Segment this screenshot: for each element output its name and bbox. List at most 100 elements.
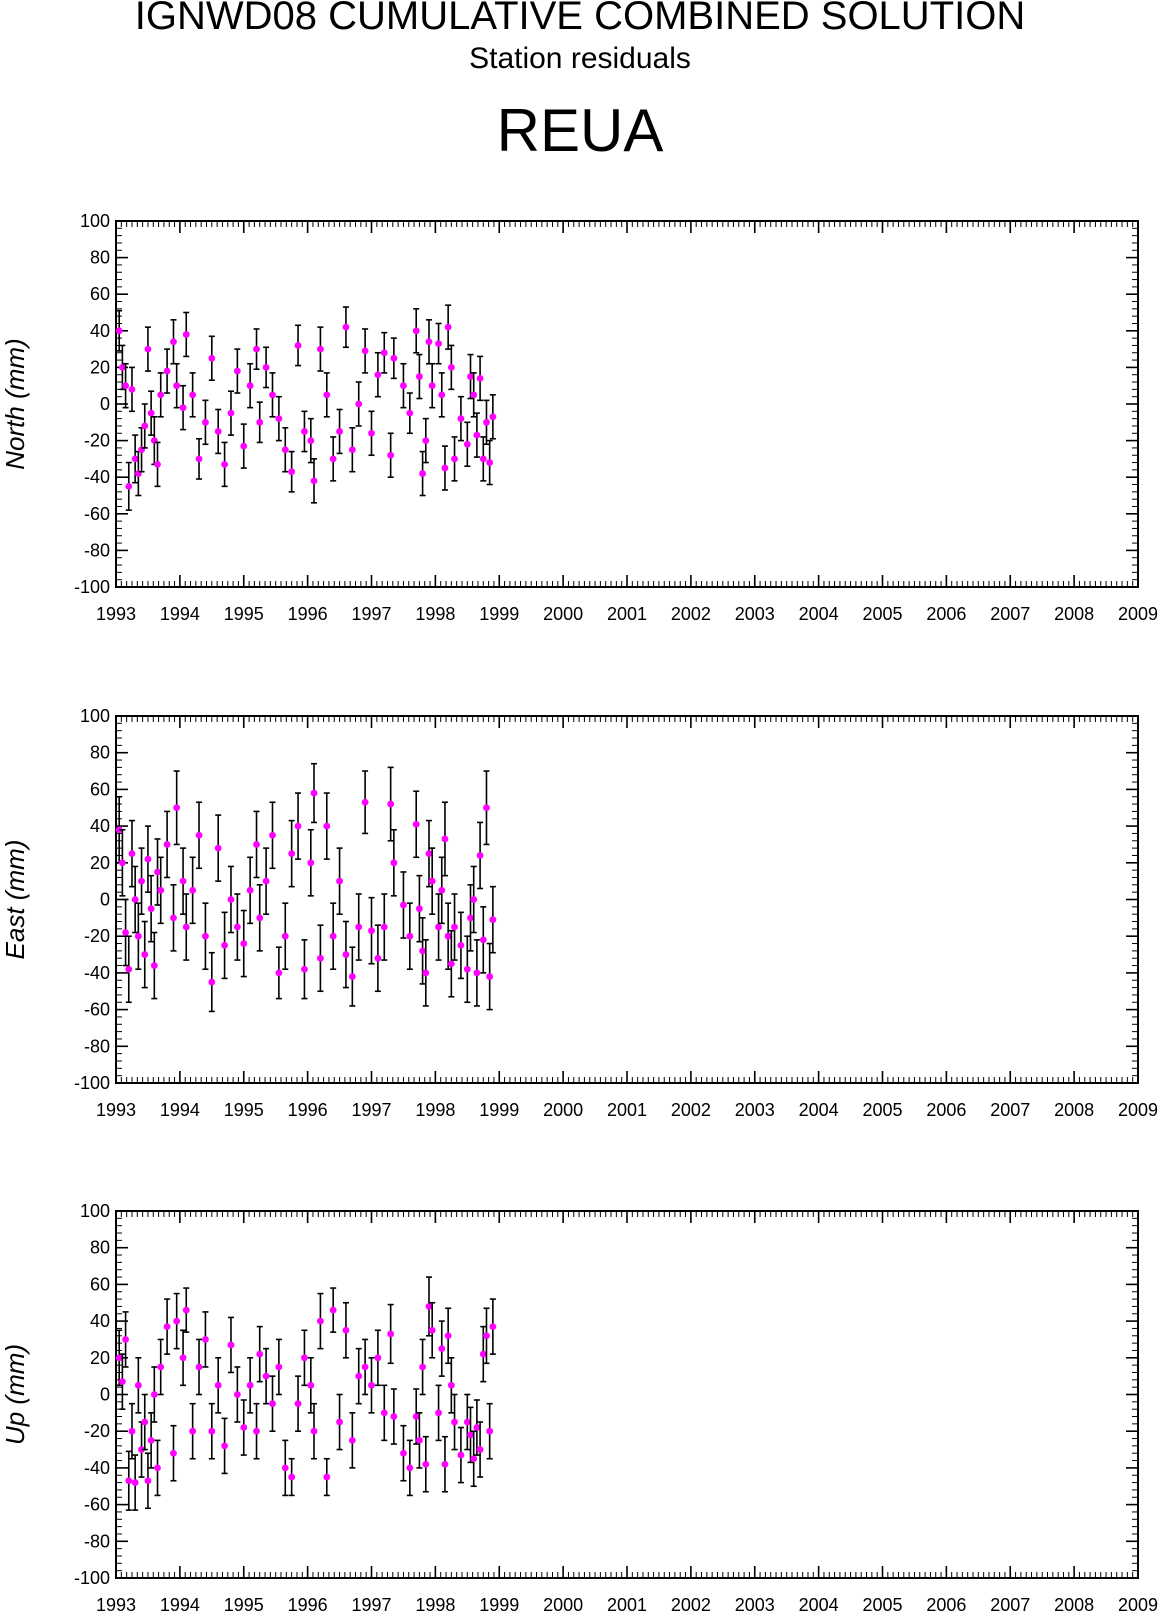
x-tick-label: 2005: [862, 604, 902, 624]
data-point: [138, 847, 145, 915]
data-point: [489, 1298, 497, 1355]
point-marker: [435, 1409, 442, 1417]
data-point: [422, 939, 430, 1007]
x-tick-label: 2009: [1118, 1595, 1158, 1615]
x-tick-label: 2001: [607, 1595, 647, 1615]
point-marker: [173, 804, 181, 812]
point-marker: [233, 367, 241, 375]
point-marker: [425, 338, 433, 346]
x-tick-label: 2000: [543, 604, 583, 624]
point-marker: [476, 374, 484, 382]
point-marker: [416, 905, 423, 913]
data-point: [170, 319, 177, 365]
point-marker: [483, 804, 490, 812]
data-point: [374, 924, 382, 993]
point-marker: [463, 440, 471, 448]
x-tick-label: 2001: [607, 604, 647, 624]
data-point: [202, 399, 209, 446]
y-tick-label: 0: [100, 890, 110, 910]
data-point: [470, 865, 478, 934]
data-point: [150, 931, 158, 1000]
y-tick-label: 20: [90, 1348, 110, 1368]
point-marker: [486, 1427, 494, 1435]
data-point: [275, 395, 283, 442]
data-point: [281, 902, 289, 971]
point-marker: [256, 914, 264, 922]
point-marker: [425, 850, 433, 858]
data-point: [233, 348, 241, 394]
data-point: [400, 1424, 407, 1482]
point-marker: [141, 422, 149, 430]
data-point: [221, 1417, 228, 1475]
point-marker: [246, 1381, 254, 1389]
point-marker: [195, 1363, 203, 1371]
x-tick-label: 2000: [543, 1100, 583, 1120]
point-marker: [486, 459, 494, 466]
point-marker: [227, 896, 235, 903]
point-marker: [422, 1460, 430, 1468]
data-point: [419, 1338, 426, 1396]
point-marker: [154, 868, 161, 876]
point-marker: [447, 364, 455, 371]
x-tick-label: 1998: [415, 1595, 455, 1615]
point-marker: [163, 841, 171, 848]
point-marker: [467, 373, 474, 380]
point-marker: [390, 354, 398, 362]
point-marker: [138, 1446, 145, 1453]
point-marker: [336, 428, 343, 435]
point-marker: [208, 978, 216, 986]
data-point: [202, 1311, 209, 1368]
data-point: [336, 1393, 343, 1451]
data-point: [147, 874, 155, 943]
data-point: [317, 326, 324, 372]
point-marker: [323, 822, 331, 830]
point-marker: [489, 1323, 497, 1331]
data-point: [134, 1357, 142, 1414]
data-point: [470, 372, 478, 418]
x-tick-label: 2008: [1054, 1595, 1094, 1615]
data-point: [457, 911, 465, 980]
point-marker: [479, 936, 487, 944]
data-point: [227, 390, 235, 436]
data-point: [189, 1402, 197, 1460]
data-point: [122, 898, 129, 967]
data-point: [387, 1303, 395, 1365]
y-tick-label: 60: [90, 779, 110, 799]
point-marker: [157, 1363, 165, 1371]
point-marker: [125, 482, 133, 490]
point-marker: [246, 886, 254, 894]
plot-frame: [115, 1210, 1139, 1579]
point-marker: [150, 962, 158, 969]
data-point: [447, 344, 455, 391]
point-marker: [150, 1391, 158, 1398]
data-point: [486, 942, 494, 1011]
data-point: [269, 1375, 276, 1432]
data-point: [307, 1357, 315, 1414]
data-point: [435, 1384, 442, 1442]
data-point: [214, 814, 222, 882]
y-tick-label: -100: [74, 1568, 110, 1588]
point-marker: [170, 338, 177, 346]
x-tick-label: 2007: [990, 604, 1030, 624]
point-marker: [281, 932, 289, 940]
point-marker: [214, 1381, 222, 1389]
data-point: [323, 792, 331, 860]
data-point: [412, 790, 420, 859]
data-point: [380, 331, 388, 374]
y-tick-label: -60: [84, 1000, 110, 1020]
point-marker: [457, 1451, 465, 1459]
x-tick-label: 2005: [862, 1100, 902, 1120]
point-marker: [457, 941, 465, 949]
data-point: [301, 410, 308, 453]
point-marker: [361, 347, 369, 355]
data-point: [189, 856, 197, 925]
point-marker: [329, 455, 337, 463]
data-point: [221, 441, 228, 488]
data-point: [163, 348, 171, 394]
point-marker: [416, 1436, 423, 1444]
x-tick-label: 1994: [160, 604, 200, 624]
point-marker: [134, 1381, 142, 1389]
x-tick-label: 2007: [990, 1595, 1030, 1615]
point-marker: [307, 1381, 315, 1389]
chart-title: IGNWD08 CUMULATIVE COMBINED SOLUTION: [134, 0, 1026, 38]
